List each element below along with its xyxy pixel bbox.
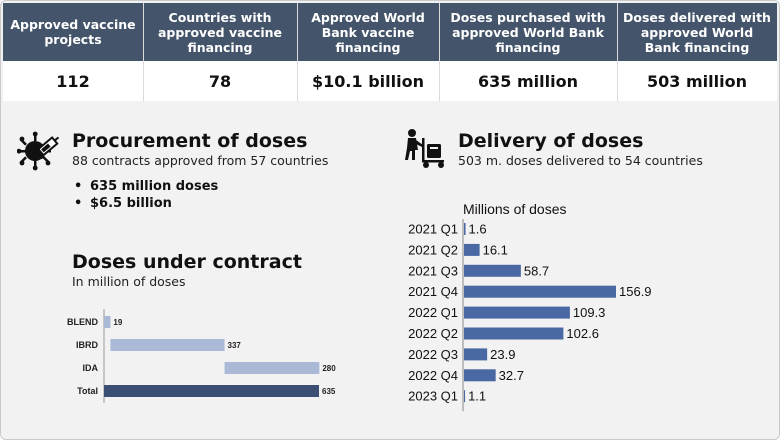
column-divider xyxy=(297,3,298,101)
waterfall-category-label: Total xyxy=(77,386,98,396)
delivery-category-label: 2021 Q4 xyxy=(408,284,458,299)
stat-value: 503 million xyxy=(617,61,777,101)
waterfall-bar xyxy=(104,385,319,397)
delivery-category-label: 2022 Q4 xyxy=(408,368,458,383)
delivery-bar-chart: Millions of doses 2021 Q1 1.6 2021 Q2 16.1 2… xyxy=(408,201,652,412)
delivery-category-label: 2023 Q1 xyxy=(408,389,458,404)
delivery-bar xyxy=(464,348,488,361)
waterfall-bar xyxy=(110,339,225,351)
delivery-category-label: 2021 Q3 xyxy=(408,263,458,278)
waterfall-data-label: 337 xyxy=(228,341,242,350)
delivery-bar xyxy=(464,264,521,277)
delivery-title: Delivery of doses xyxy=(458,130,644,152)
delivery-data-label: 102.6 xyxy=(566,326,599,341)
delivery-data-label: 23.9 xyxy=(490,347,515,362)
waterfall-data-label: 280 xyxy=(322,364,336,373)
stat-label: Approved World Bank vaccine financing xyxy=(297,3,439,61)
contract-subtitle: In million of doses xyxy=(72,274,186,289)
contract-title: Doses under contract xyxy=(72,251,302,273)
delivery-bar xyxy=(464,223,466,235)
bullet-text: $6.5 billion xyxy=(90,196,172,211)
waterfall-chart: BLEND 19 IBRD 337 IDA 280 Total 635 xyxy=(67,309,336,403)
delivery-data-label: 156.9 xyxy=(619,284,652,299)
virus-syringe-icon xyxy=(17,131,60,171)
waterfall-bar xyxy=(104,316,111,328)
procurement-bullet: • 635 million doses xyxy=(74,179,219,194)
delivery-bar xyxy=(464,327,564,340)
delivery-data-label: 109.3 xyxy=(573,305,606,320)
delivery-bar xyxy=(464,243,480,256)
stat-label: Countries with approved vaccine financin… xyxy=(143,3,297,61)
delivery-subtitle: 503 m. doses delivered to 54 countries xyxy=(458,153,703,168)
stat-financing: Approved World Bank vaccine financing $1… xyxy=(297,3,439,101)
delivery-category-label: 2022 Q1 xyxy=(408,305,458,320)
stat-approved-projects: Approved vaccine projects 112 xyxy=(3,3,143,101)
stat-countries: Countries with approved vaccine financin… xyxy=(143,3,297,101)
chart-unit-label: Millions of doses xyxy=(463,201,567,217)
waterfall-data-label: 635 xyxy=(322,387,336,396)
delivery-bar xyxy=(464,390,466,403)
waterfall-category-label: IBRD xyxy=(76,340,98,350)
stats-table: Approved vaccine projects 112 Countries … xyxy=(3,3,777,101)
stat-doses-purchased: Doses purchased with approved World Bank… xyxy=(439,3,617,101)
delivery-data-label: 16.1 xyxy=(483,242,508,257)
delivery-data-label: 32.7 xyxy=(499,368,524,383)
waterfall-category-label: IDA xyxy=(83,363,99,373)
waterfall-bar xyxy=(224,362,320,374)
stat-value: 635 million xyxy=(439,61,617,101)
bullet-text: 635 million doses xyxy=(90,179,219,194)
delivery-bar xyxy=(464,306,570,319)
column-divider xyxy=(143,3,144,101)
waterfall-category-label: BLEND xyxy=(67,317,98,327)
delivery-bar xyxy=(464,369,496,382)
delivery-data-label: 1.6 xyxy=(469,222,487,237)
delivery-category-label: 2021 Q2 xyxy=(408,242,458,257)
stat-doses-delivered: Doses delivered with approved World Bank… xyxy=(617,3,777,101)
delivery-category-label: 2022 Q2 xyxy=(408,326,458,341)
delivery-data-label: 58.7 xyxy=(524,263,549,278)
stat-value: $10.1 billion xyxy=(297,61,439,101)
stat-label: Approved vaccine projects xyxy=(3,3,143,61)
delivery-category-label: 2022 Q3 xyxy=(408,347,458,362)
column-divider xyxy=(617,3,618,101)
stat-label: Doses purchased with approved World Bank… xyxy=(439,3,617,61)
stat-value: 112 xyxy=(3,61,143,101)
delivery-data-label: 1.1 xyxy=(468,389,486,404)
procurement-bullet: • $6.5 billion xyxy=(74,196,172,211)
delivery-bar xyxy=(464,285,616,298)
procurement-subtitle: 88 contracts approved from 57 countries xyxy=(72,153,329,168)
stat-label: Doses delivered with approved World Bank… xyxy=(617,3,777,61)
column-divider xyxy=(439,3,440,101)
stat-value: 78 xyxy=(143,61,297,101)
waterfall-data-label: 19 xyxy=(113,318,122,327)
delivery-cart-icon xyxy=(405,129,444,168)
delivery-category-label: 2021 Q1 xyxy=(408,222,458,237)
procurement-title: Procurement of doses xyxy=(72,130,308,152)
